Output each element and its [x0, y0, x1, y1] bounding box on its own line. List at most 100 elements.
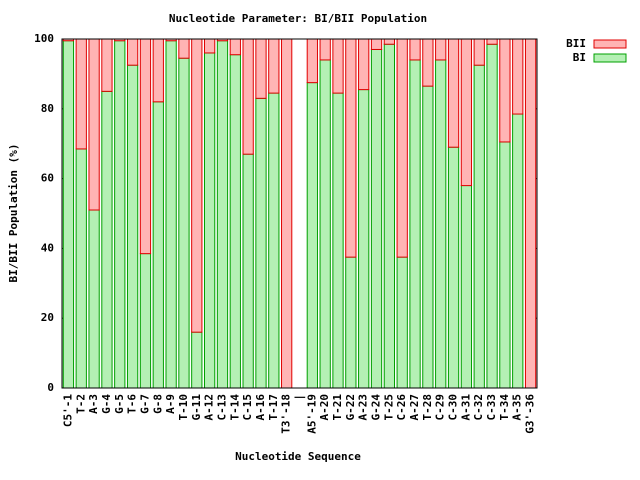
y-axis-label: BI/BII Population (%)	[7, 143, 20, 282]
y-tick-label: 0	[47, 381, 54, 394]
bar-segment	[396, 256, 408, 389]
bar-segment	[486, 38, 498, 45]
x-tick-label: A-9	[164, 394, 177, 414]
x-tick-label: G-5	[113, 394, 126, 414]
bar-segment	[165, 40, 177, 389]
x-tick-label: C5'-1	[61, 394, 74, 427]
x-tick-label: C-13	[215, 394, 228, 421]
bar-segment	[101, 38, 113, 92]
bar-segment	[268, 38, 280, 94]
bar-segment	[422, 38, 434, 87]
x-tick-label: G-4	[100, 394, 113, 414]
x-tick-label: G-8	[151, 394, 164, 414]
x-tick-label: A-35	[511, 394, 524, 421]
bar-segment	[447, 146, 460, 389]
chart-title: Nucleotide Parameter: BI/BII Population	[169, 12, 427, 25]
y-tick-label: 40	[41, 241, 54, 254]
bar-segment	[473, 38, 485, 66]
bar-segment	[383, 38, 396, 45]
y-tick-label: 80	[41, 102, 54, 115]
x-tick-label: A-12	[203, 394, 216, 421]
bar-segment	[255, 97, 267, 389]
x-tick-label: A5'-19	[305, 394, 318, 434]
bar-segment	[409, 59, 421, 389]
x-tick-label: A-3	[87, 394, 100, 414]
bar-segment	[332, 38, 344, 94]
bar-segment	[152, 101, 164, 389]
legend-swatch	[593, 39, 627, 49]
bar-segment	[306, 38, 318, 84]
bar-segment	[524, 38, 537, 389]
x-tick-label: G-22	[344, 394, 357, 421]
bar-segment	[229, 38, 241, 56]
bar-segment	[101, 90, 113, 389]
x-tick-label: C-15	[241, 394, 254, 421]
bar-segment	[255, 38, 267, 99]
bar-segment	[139, 38, 152, 255]
bar-segment	[191, 331, 203, 389]
bar-segment	[486, 43, 498, 389]
x-tick-label: T-28	[421, 394, 434, 421]
y-tick-label: 20	[41, 311, 54, 324]
bar-segment	[319, 38, 331, 61]
bar-segment	[139, 253, 152, 389]
x-tick-label: T-2	[74, 394, 87, 414]
bar-segment	[114, 40, 126, 389]
x-tick-label: A-16	[254, 394, 267, 421]
bar-segment	[242, 153, 254, 389]
x-tick-label: T-17	[267, 394, 280, 421]
bar-segment	[499, 141, 511, 389]
bar-segment	[370, 38, 383, 50]
bar-segment	[473, 64, 485, 389]
x-tick-label: |	[293, 394, 306, 401]
bar-segment	[422, 85, 434, 389]
bar-segment	[281, 38, 293, 389]
y-tick-label: 100	[34, 32, 54, 45]
plot-border	[61, 38, 538, 389]
x-tick-label: T-14	[228, 394, 241, 421]
bar-segment	[229, 54, 241, 389]
bar-segment	[460, 38, 473, 187]
x-tick-label: T-25	[382, 394, 395, 421]
x-tick-label: T3'-18	[280, 394, 293, 434]
bar-segment	[178, 38, 190, 59]
bar-segment	[216, 40, 229, 389]
bar-segment	[512, 113, 524, 389]
legend-label: BI	[573, 51, 586, 64]
x-tick-label: A-31	[459, 394, 472, 421]
bar-segment	[268, 92, 280, 389]
x-tick-label: A-23	[357, 394, 370, 421]
x-tick-label: T-34	[498, 394, 511, 421]
x-axis-label: Nucleotide Sequence	[235, 450, 361, 463]
bar-segment	[383, 43, 396, 389]
bar-segment	[370, 48, 383, 389]
x-tick-label: G-24	[370, 394, 383, 421]
x-tick-label: A-20	[318, 394, 331, 421]
bar-segment	[460, 185, 473, 389]
y-tick-label: 60	[41, 172, 54, 185]
bar-segment	[319, 59, 331, 389]
bar-segment	[358, 89, 370, 389]
bar-segment	[512, 38, 524, 115]
x-tick-label: T-6	[126, 394, 139, 414]
x-tick-label: T-21	[331, 394, 344, 421]
legend-label: BII	[566, 37, 586, 50]
bar-segment	[62, 40, 75, 389]
bar-segment	[306, 82, 318, 389]
x-tick-label: C-29	[434, 394, 447, 421]
bar-segment	[126, 64, 139, 389]
bar-segment	[345, 38, 357, 258]
x-tick-label: C-33	[485, 394, 498, 421]
bar-segment	[409, 38, 421, 61]
bar-segment	[204, 52, 216, 389]
legend-swatch	[593, 53, 627, 63]
bar-segment	[396, 38, 408, 258]
bar-segment	[358, 38, 370, 91]
bar-segment	[204, 38, 216, 54]
bar-segment	[435, 38, 447, 61]
x-tick-label: G-7	[138, 394, 151, 414]
x-tick-label: T-10	[177, 394, 190, 421]
bar-segment	[447, 38, 460, 148]
x-tick-label: G-11	[190, 394, 203, 421]
bar-segment	[242, 38, 254, 155]
